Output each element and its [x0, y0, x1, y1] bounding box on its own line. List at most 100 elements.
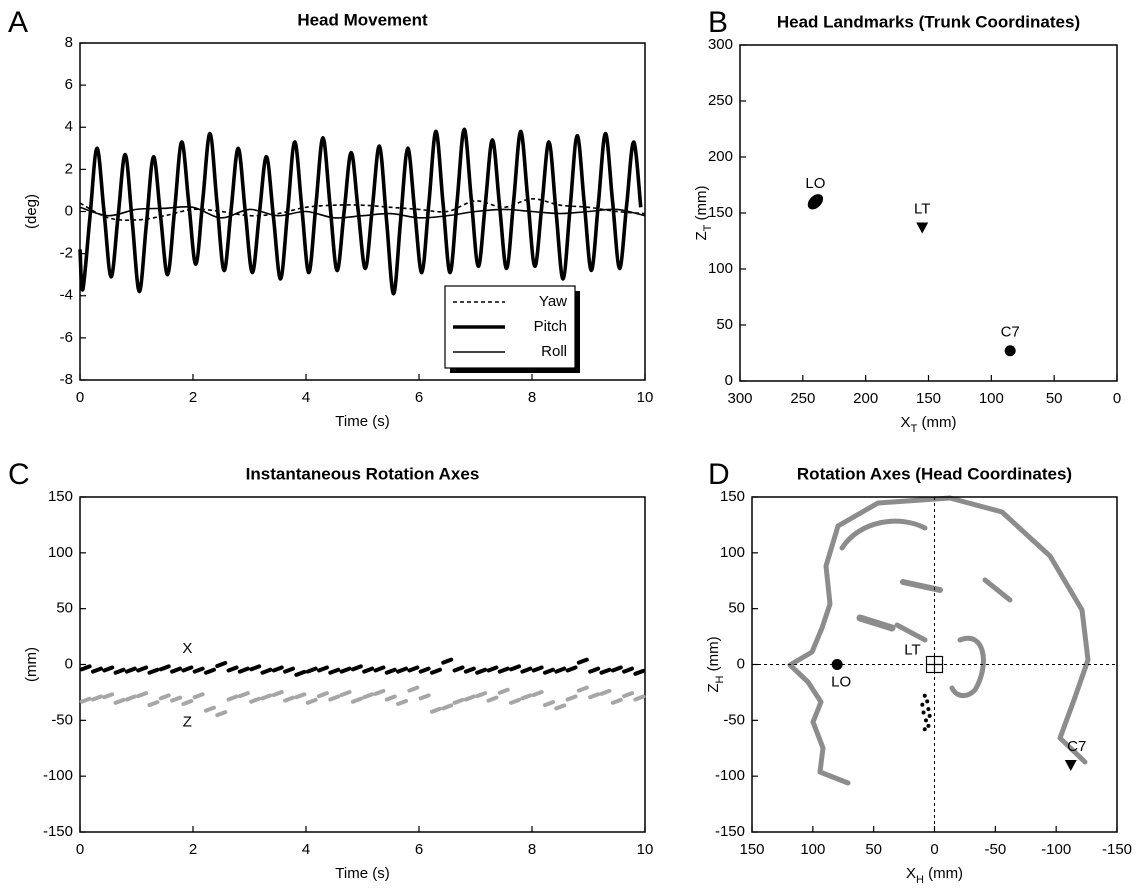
- point: [192, 692, 205, 700]
- point: [260, 693, 273, 701]
- point: [509, 697, 522, 705]
- y-tick-label: 100: [720, 544, 745, 561]
- point: [328, 667, 341, 675]
- point: [429, 667, 442, 675]
- x-tick-label: 100: [800, 841, 825, 858]
- x-tick-label: 4: [302, 389, 310, 406]
- point: [384, 694, 397, 702]
- axis-label-part: Z: [705, 683, 722, 692]
- legend-label: Pitch: [534, 318, 567, 335]
- point: [520, 666, 533, 674]
- chart-title: Head Movement: [297, 10, 428, 29]
- point: [633, 668, 646, 676]
- point: [283, 666, 296, 674]
- y-tick-label: 150: [48, 488, 73, 505]
- legend-label: Yaw: [539, 293, 567, 310]
- y-tick-label: 0: [65, 655, 73, 672]
- y-tick-label: 150: [720, 488, 745, 505]
- y-tick-label: 4: [65, 118, 73, 135]
- panel-letter: B: [708, 6, 728, 39]
- point: [486, 695, 499, 703]
- point: [373, 665, 386, 673]
- point: [520, 693, 533, 701]
- x-tick-label: -150: [1102, 841, 1132, 858]
- x-tick-label: 0: [930, 841, 938, 858]
- x-tick-label: 0: [1113, 390, 1121, 407]
- point: [418, 693, 431, 701]
- x-tick-label: 100: [979, 390, 1004, 407]
- x-tick-label: 250: [790, 390, 815, 407]
- point: [1004, 345, 1016, 357]
- point: [113, 697, 126, 705]
- point: [441, 657, 454, 665]
- axis-label-part: Time (s): [335, 413, 389, 430]
- point: [362, 666, 375, 674]
- x-tick-label: 0: [76, 389, 84, 406]
- axis-label-part: (mm): [693, 185, 710, 224]
- axis-label-part: Z: [693, 231, 710, 240]
- axis-label-part: (mm): [23, 647, 40, 682]
- x-tick-label: 10: [637, 389, 654, 406]
- point: [610, 665, 623, 673]
- x-tick-label: 300: [727, 390, 752, 407]
- point: [1064, 760, 1077, 771]
- point: [452, 665, 465, 673]
- point: [249, 696, 262, 704]
- point: [922, 727, 927, 732]
- y-tick-label: 100: [708, 260, 733, 277]
- point: [542, 667, 555, 675]
- point: [226, 665, 239, 673]
- point: [328, 694, 341, 702]
- point: [226, 694, 239, 702]
- point-label: LT: [904, 641, 920, 658]
- point: [622, 691, 635, 699]
- point: [271, 665, 284, 673]
- point: [316, 665, 329, 673]
- axis-label: Time (s): [335, 865, 389, 882]
- point: [124, 666, 137, 674]
- point: [463, 694, 476, 702]
- axis-label-subscript: T: [702, 224, 714, 231]
- point-cross: [926, 656, 943, 673]
- point: [249, 664, 262, 672]
- point-label: C7: [1067, 738, 1086, 755]
- point: [170, 695, 183, 703]
- x-tick-label: 4: [302, 841, 310, 858]
- axis-label-subscript: H: [916, 874, 924, 886]
- point: [927, 713, 932, 718]
- point: [339, 690, 352, 698]
- point: [463, 666, 476, 674]
- x-tick-label: 150: [739, 841, 764, 858]
- point: [192, 666, 205, 674]
- data-line: [79, 198, 646, 221]
- point-label: LT: [914, 201, 930, 218]
- point: [158, 693, 171, 701]
- point: [599, 667, 612, 675]
- data-line: [79, 205, 646, 219]
- point: [576, 685, 589, 693]
- y-tick-label: -4: [60, 287, 73, 304]
- point: [407, 685, 420, 693]
- point: [807, 194, 824, 210]
- point: [283, 695, 296, 703]
- point: [497, 687, 510, 695]
- x-tick-label: 50: [865, 841, 882, 858]
- axis-label: XH (mm): [906, 865, 963, 886]
- axis-label: (deg): [23, 194, 40, 229]
- point: [215, 710, 228, 718]
- point: [926, 723, 931, 728]
- point: [79, 696, 92, 704]
- point: [554, 666, 567, 674]
- y-tick-label: 250: [708, 92, 733, 109]
- point: [429, 706, 442, 714]
- y-tick-label: 8: [65, 34, 73, 51]
- point: [565, 665, 578, 673]
- series-label: X: [182, 640, 192, 657]
- axis-label-part: X: [901, 414, 911, 431]
- axis-label-subscript: T: [911, 423, 918, 435]
- point: [531, 690, 544, 698]
- point: [441, 703, 454, 711]
- series-label: Z: [183, 713, 192, 730]
- point: [925, 655, 944, 674]
